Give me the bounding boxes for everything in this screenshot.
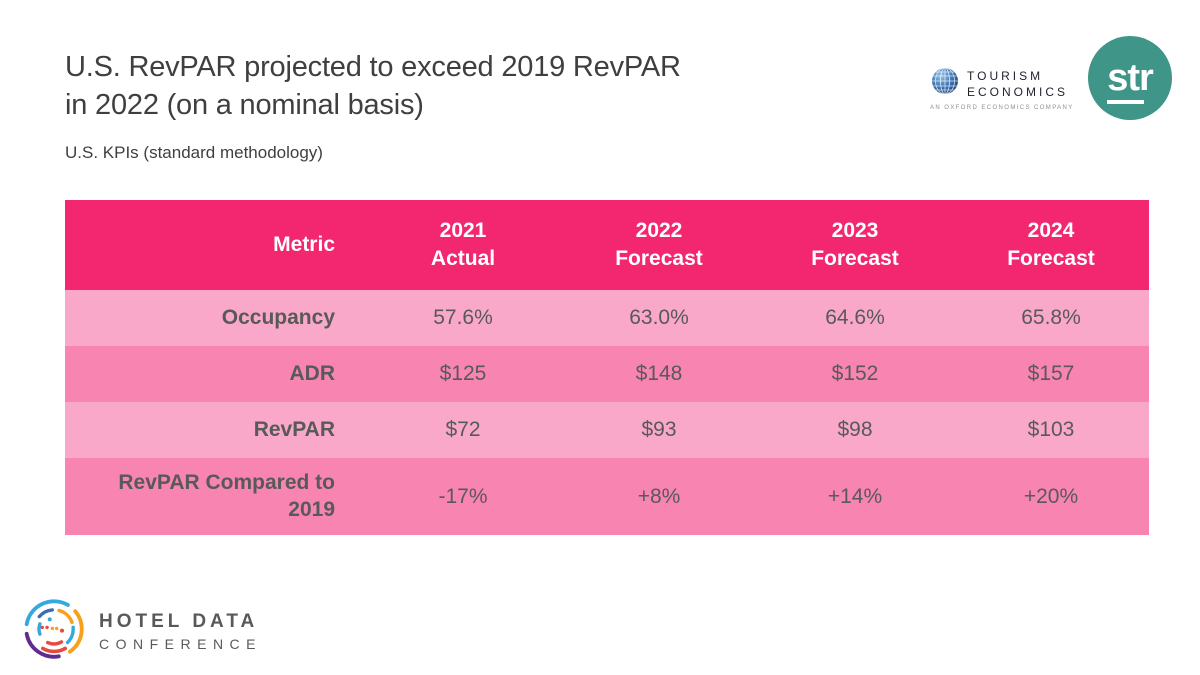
cell-adr-2023: $152 — [831, 362, 879, 385]
tourism-economics-name-line1: TOURISM — [967, 68, 1044, 83]
str-logo-text: str — [1107, 57, 1154, 99]
cell-revpar-2022: $93 — [641, 418, 677, 441]
cell-occupancy-2024: 65.8% — [1021, 306, 1081, 329]
col-header-2024-forecast: 2024 Forecast — [1007, 218, 1095, 270]
tourism-economics-tagline: AN OXFORD ECONOMICS COMPANY — [930, 105, 1074, 111]
col-header-2023-forecast: 2023 Forecast — [811, 218, 899, 270]
tourism-economics-name-line2: ECONOMICS — [967, 84, 1069, 99]
cell-occupancy-2021: 57.6% — [433, 306, 493, 329]
table-header-row: Metric 2021 Actual 2022 Forecast 2023 Fo… — [65, 200, 1149, 290]
kpi-table: Metric 2021 Actual 2022 Forecast 2023 Fo… — [65, 200, 1149, 535]
str-underline — [1107, 100, 1145, 104]
cell-revpar-vs-2019-2024: +20% — [1023, 484, 1079, 508]
hotel-data-conference-icon — [22, 597, 86, 666]
table-row-revpar: RevPAR $72 $93 $98 $103 — [65, 402, 1149, 458]
page-title: U.S. RevPAR projected to exceed 2019 Rev… — [65, 51, 681, 121]
str-logo: str — [1088, 36, 1172, 120]
cell-revpar-2024: $103 — [1027, 418, 1075, 441]
cell-revpar-vs-2019-2021: -17% — [438, 484, 488, 508]
cell-revpar-2023: $98 — [837, 418, 873, 441]
cell-adr-2022: $148 — [635, 362, 683, 385]
tourism-economics-logo: TOURISM ECONOMICS AN OXFORD ECONOMICS CO… — [930, 66, 1074, 111]
hotel-data-conference-name: HOTEL DATA — [99, 611, 259, 632]
page-subtitle: U.S. KPIs (standard methodology) — [65, 143, 323, 162]
metric-label-occupancy: Occupancy — [221, 305, 335, 329]
table-row-occupancy: Occupancy 57.6% 63.0% 64.6% 65.8% — [65, 290, 1149, 346]
col-header-metric: Metric — [273, 232, 335, 256]
metric-label-revpar-vs-2019: RevPAR Compared to 2019 — [118, 471, 335, 521]
cell-adr-2021: $125 — [439, 362, 487, 385]
hotel-data-conference-subname: CONFERENCE — [99, 636, 263, 652]
col-header-2022-forecast: 2022 Forecast — [615, 218, 703, 270]
metric-label-adr: ADR — [289, 361, 336, 385]
cell-occupancy-2022: 63.0% — [629, 306, 689, 329]
cell-revpar-vs-2019-2022: +8% — [637, 484, 681, 508]
table-row-adr: ADR $125 $148 $152 $157 — [65, 346, 1149, 402]
cell-revpar-2021: $72 — [445, 418, 481, 441]
cell-revpar-vs-2019-2023: +14% — [827, 484, 883, 508]
col-header-2021-actual: 2021 Actual — [430, 218, 496, 270]
metric-label-revpar: RevPAR — [253, 417, 335, 441]
globe-icon — [930, 66, 960, 101]
cell-adr-2024: $157 — [1027, 362, 1075, 385]
hotel-data-conference-logo: HOTEL DATA CONFERENCE — [22, 597, 262, 666]
cell-occupancy-2023: 64.6% — [825, 306, 885, 329]
table-row-revpar-vs-2019: RevPAR Compared to 2019 -17% +8% +14% +2… — [65, 458, 1149, 535]
